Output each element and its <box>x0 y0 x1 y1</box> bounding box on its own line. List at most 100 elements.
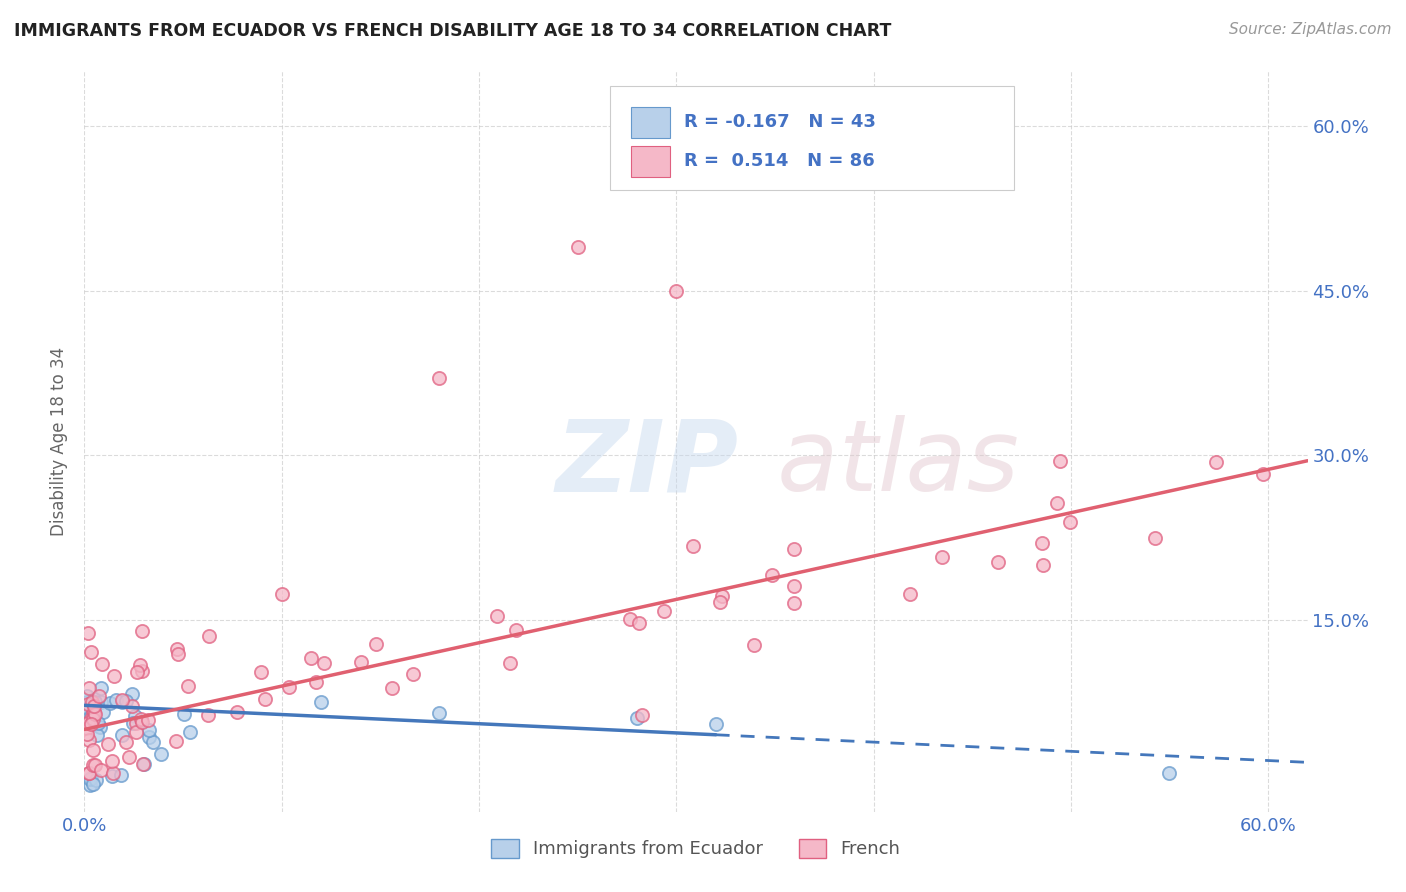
Point <box>567 240 589 254</box>
Point <box>97 737 120 751</box>
Point <box>1031 536 1053 550</box>
Point <box>1046 496 1069 510</box>
Point <box>364 637 387 651</box>
Point <box>77 766 100 780</box>
Point <box>76 695 98 709</box>
Point <box>165 733 187 747</box>
Point <box>79 778 101 792</box>
Point <box>138 723 160 738</box>
Point <box>118 750 141 764</box>
Point <box>485 608 508 623</box>
Point <box>77 732 100 747</box>
Point <box>87 689 110 703</box>
Point <box>101 766 124 780</box>
Point <box>380 681 402 695</box>
Point <box>86 728 108 742</box>
Point <box>166 642 188 657</box>
Point <box>429 706 451 720</box>
Point <box>80 703 103 717</box>
Point <box>100 696 122 710</box>
Point <box>83 700 105 714</box>
Point <box>628 615 651 630</box>
Point <box>82 777 104 791</box>
Point <box>711 589 734 603</box>
Point <box>682 540 704 554</box>
Point <box>80 644 103 658</box>
Point <box>1143 531 1166 545</box>
Text: IMMIGRANTS FROM ECUADOR VS FRENCH DISABILITY AGE 18 TO 34 CORRELATION CHART: IMMIGRANTS FROM ECUADOR VS FRENCH DISABI… <box>14 22 891 40</box>
FancyBboxPatch shape <box>610 87 1014 190</box>
Point <box>101 755 124 769</box>
Point <box>1032 558 1054 572</box>
Point <box>114 735 136 749</box>
Point <box>90 763 112 777</box>
Point <box>499 656 522 670</box>
Point <box>803 169 825 183</box>
Point <box>125 716 148 731</box>
Point <box>111 728 134 742</box>
Point <box>142 735 165 749</box>
Point <box>402 667 425 681</box>
Point <box>77 681 100 696</box>
Point <box>138 730 160 744</box>
Point <box>82 706 104 721</box>
Point <box>131 624 153 639</box>
Point <box>1059 516 1081 530</box>
Point <box>122 715 145 730</box>
Point <box>254 692 277 706</box>
Point <box>783 596 806 610</box>
Point <box>761 568 783 582</box>
Point <box>198 629 221 643</box>
Point <box>82 758 104 772</box>
Point <box>82 742 104 756</box>
Point <box>226 706 249 720</box>
Point <box>898 586 921 600</box>
Point <box>631 707 654 722</box>
Point <box>1159 766 1181 780</box>
Point <box>626 711 648 725</box>
Point <box>82 705 104 719</box>
Point <box>783 542 806 557</box>
Point <box>125 724 148 739</box>
Text: R = -0.167   N = 43: R = -0.167 N = 43 <box>683 112 876 131</box>
Text: R =  0.514   N = 86: R = 0.514 N = 86 <box>683 152 875 170</box>
Point <box>121 687 143 701</box>
Point <box>505 624 527 638</box>
Point <box>87 716 110 731</box>
Point <box>84 706 107 721</box>
Point <box>987 555 1010 569</box>
Point <box>84 694 107 708</box>
Point <box>83 705 105 719</box>
Point <box>131 664 153 678</box>
Y-axis label: Disability Age 18 to 34: Disability Age 18 to 34 <box>51 347 69 536</box>
Point <box>131 714 153 729</box>
Point <box>250 665 273 679</box>
Point <box>90 681 112 695</box>
Point <box>132 757 155 772</box>
Point <box>110 768 132 782</box>
Point <box>77 701 100 715</box>
Point <box>1205 455 1227 469</box>
Point <box>652 604 675 618</box>
Point <box>299 651 322 665</box>
Point <box>619 612 641 626</box>
Point <box>76 625 98 640</box>
Point <box>77 766 100 780</box>
Point <box>132 756 155 771</box>
Point <box>79 772 101 786</box>
Point <box>101 769 124 783</box>
Point <box>709 594 731 608</box>
Point <box>82 712 104 726</box>
Bar <box>631 107 671 138</box>
Point <box>91 705 114 719</box>
Point <box>90 695 112 709</box>
Point <box>429 371 451 385</box>
Point <box>125 665 148 679</box>
Point <box>80 717 103 731</box>
Point <box>665 284 688 298</box>
Point <box>111 695 134 709</box>
Point <box>704 717 727 731</box>
Point <box>91 657 114 671</box>
Point <box>121 699 143 714</box>
Point <box>136 713 159 727</box>
